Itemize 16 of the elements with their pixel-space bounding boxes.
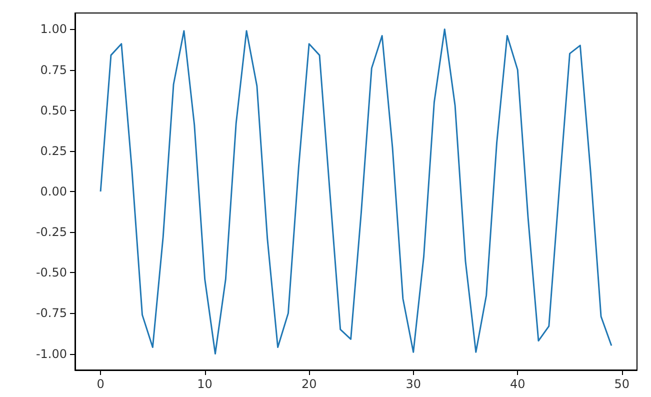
x-tick-label: 10	[197, 377, 212, 391]
x-tick-label: 40	[510, 377, 526, 391]
y-tick-label: 0.50	[40, 103, 67, 118]
y-tick-label: -0.75	[36, 306, 67, 320]
x-tick-label: 20	[301, 377, 317, 391]
x-tick-label: 30	[406, 377, 421, 391]
y-tick-label: -0.50	[36, 266, 67, 280]
y-tick-label: 0.75	[40, 62, 67, 77]
y-tick-label: 1.00	[40, 22, 67, 36]
y-tick-label: -1.00	[36, 346, 67, 361]
y-tick-label: 0.25	[40, 144, 67, 158]
y-tick-label: -0.25	[36, 225, 67, 240]
y-tick-label: 0.00	[40, 184, 67, 198]
x-tick-label: 50	[614, 377, 630, 391]
x-tick-label: 0	[96, 377, 104, 391]
line-series	[100, 28, 612, 355]
